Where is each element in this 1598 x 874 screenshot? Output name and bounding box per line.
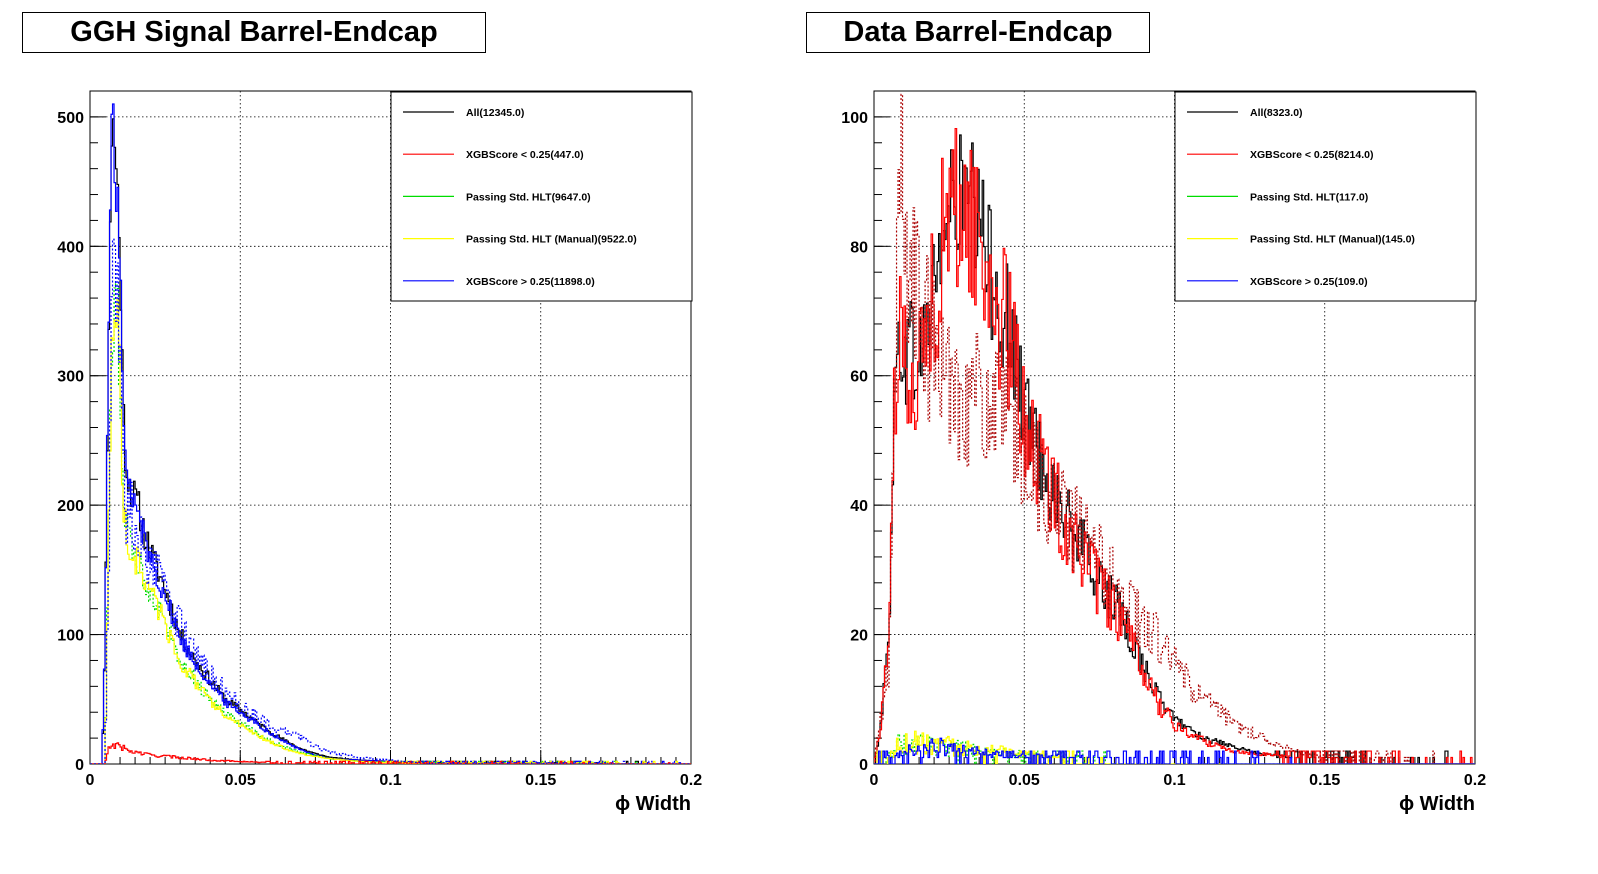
- legend-label: All(12345.0): [466, 107, 524, 119]
- legend-label: XGBScore < 0.25(447.0): [466, 149, 584, 161]
- histogram-series: [874, 127, 1475, 764]
- histogram-series: [90, 238, 691, 764]
- x-tick-label: 0: [870, 772, 879, 789]
- x-tick-label: 0.1: [1163, 772, 1185, 789]
- legend-label: XGBScore > 0.25(11898.0): [466, 276, 595, 288]
- x-tick-label: 0.05: [225, 772, 256, 789]
- histogram-series: [874, 733, 1475, 764]
- y-tick-label: 0: [75, 757, 84, 774]
- legend-label: Passing Std. HLT (Manual)(145.0): [1250, 234, 1415, 246]
- x-axis-label: ϕ Width: [1399, 793, 1475, 815]
- y-tick-label: 60: [850, 369, 868, 386]
- x-tick-label: 0.15: [1309, 772, 1340, 789]
- chart-panel: 0 0.05 0.1 0.15 0.2 0 20 40 60 80 100 ϕ Width All(83…: [841, 90, 1486, 815]
- y-tick-label: 20: [850, 628, 868, 645]
- x-tick-label: 0.05: [1009, 772, 1040, 789]
- legend-label: XGBScore > 0.25(109.0): [1250, 276, 1368, 288]
- legend-label: All(8323.0): [1250, 107, 1303, 119]
- legend-label: Passing Std. HLT(117.0): [1250, 191, 1368, 203]
- histogram-series: [874, 737, 1475, 764]
- y-tick-label: 500: [57, 110, 84, 127]
- histogram-series: [90, 742, 691, 764]
- y-tick-label: 80: [850, 239, 868, 256]
- x-tick-label: 0: [86, 772, 95, 789]
- series-group: [90, 103, 691, 764]
- y-tick-label: 100: [57, 628, 84, 645]
- legend-label: Passing Std. HLT (Manual)(9522.0): [466, 234, 637, 246]
- series-group: [874, 93, 1475, 764]
- y-tick-label: 200: [57, 498, 84, 515]
- chart-title: Data Barrel-Endcap: [806, 12, 1150, 53]
- y-tick-label: 100: [841, 110, 868, 127]
- histogram-series: [874, 93, 1475, 764]
- chart-panel: 0 0.05 0.1 0.15 0.2 0 100 200 300 400 500 ϕ Width Al…: [57, 90, 702, 815]
- y-tick-label: 300: [57, 369, 84, 386]
- y-tick-label: 40: [850, 498, 868, 515]
- y-tick-label: 0: [859, 757, 868, 774]
- x-tick-label: 0.2: [1464, 772, 1486, 789]
- y-tick-label: 400: [57, 239, 84, 256]
- x-tick-label: 0.1: [379, 772, 401, 789]
- legend-label: Passing Std. HLT(9647.0): [466, 191, 591, 203]
- chart-title: GGH Signal Barrel-Endcap: [22, 12, 486, 53]
- x-axis-label: ϕ Width: [615, 793, 691, 815]
- x-tick-label: 0.15: [525, 772, 556, 789]
- x-tick-label: 0.2: [680, 772, 702, 789]
- legend-label: XGBScore < 0.25(8214.0): [1250, 149, 1373, 161]
- legend: All(12345.0) XGBScore < 0.25(447.0) Passin…: [390, 91, 693, 302]
- legend: All(8323.0) XGBScore < 0.25(8214.0) Passin…: [1174, 91, 1477, 302]
- histogram-series: [90, 298, 691, 764]
